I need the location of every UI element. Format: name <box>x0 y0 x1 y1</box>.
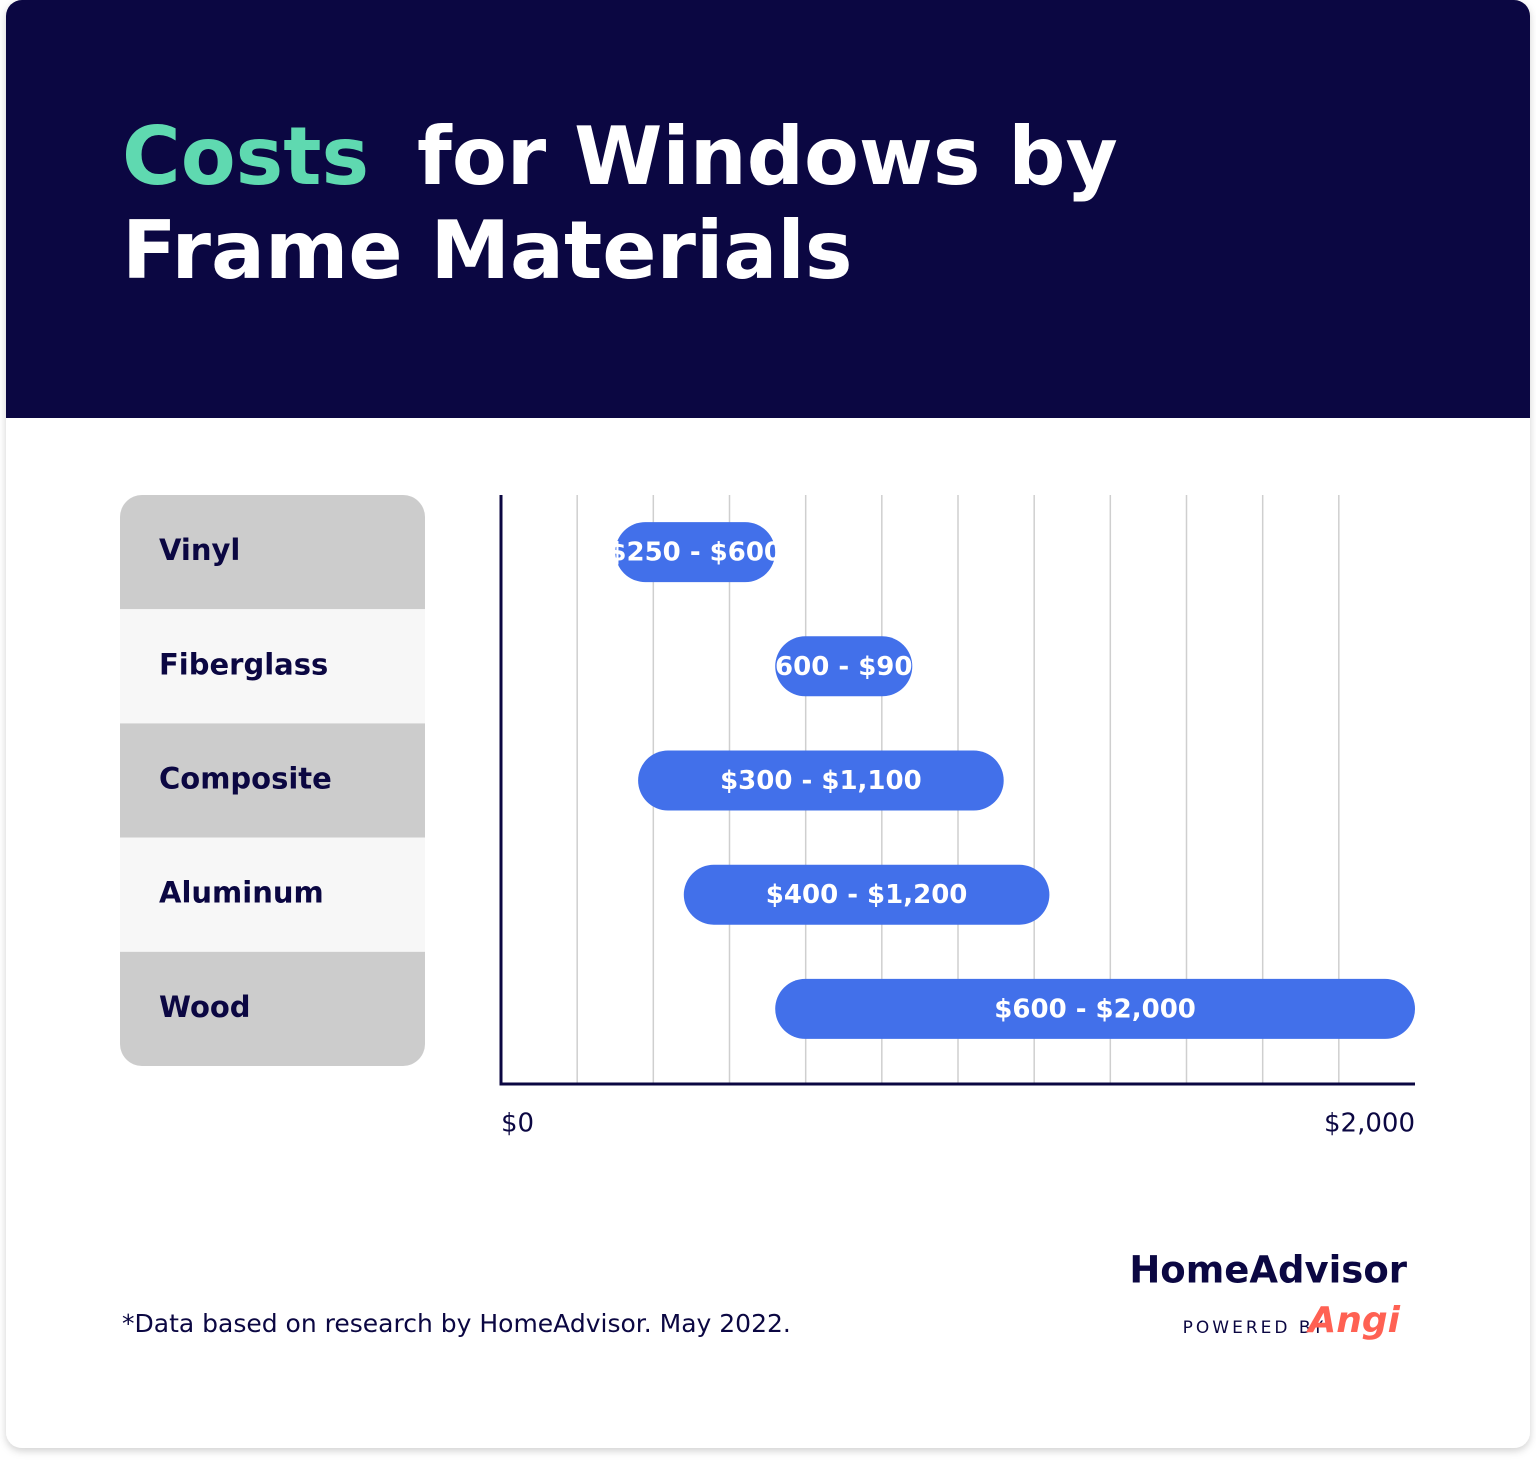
partner-logo: Angi <box>1305 1300 1400 1341</box>
chart-title: Costs for Windows by <box>122 110 1118 203</box>
category-row <box>120 723 425 838</box>
category-label: Aluminum <box>159 876 324 910</box>
value-label: $250 - $600 <box>608 538 782 568</box>
category-label: Wood <box>159 990 251 1024</box>
value-label: $600 - $900 <box>757 652 931 682</box>
category-row <box>120 837 425 952</box>
range-bar <box>615 522 776 583</box>
header <box>6 0 1530 418</box>
value-label: $400 - $1,200 <box>766 880 968 910</box>
value-label: $600 - $2,000 <box>994 994 1196 1024</box>
value-label: $300 - $1,100 <box>720 766 922 796</box>
x-tick-label: $2,000 <box>1324 1109 1415 1139</box>
category-label: Vinyl <box>159 533 240 567</box>
category-panel: Vinyl Fiberglass Composite Aluminum Wood <box>120 495 425 1066</box>
footnote: *Data based on research by HomeAdvisor. … <box>122 1309 791 1338</box>
brand-name: HomeAdvisor <box>1129 1249 1407 1292</box>
range-bar <box>638 750 1004 811</box>
range-bar <box>775 636 913 697</box>
title-line: for Windows by <box>417 110 1118 203</box>
category-row <box>120 495 425 610</box>
plot: $0 $2,000 $250 - $600 $600 - $900 $300 - $1,… <box>499 495 1415 1139</box>
range-bar <box>683 864 1050 925</box>
range-bar <box>775 978 1415 1039</box>
category-label: Fiberglass <box>159 647 328 681</box>
powered-by: POWERED BY <box>1183 1318 1326 1338</box>
title-highlight: Costs <box>122 110 369 203</box>
category-row <box>120 951 425 1066</box>
category-row <box>120 609 425 724</box>
x-tick-label: $0 <box>501 1109 534 1139</box>
category-label: Composite <box>159 762 332 796</box>
title-line: Frame Materials <box>122 204 852 297</box>
